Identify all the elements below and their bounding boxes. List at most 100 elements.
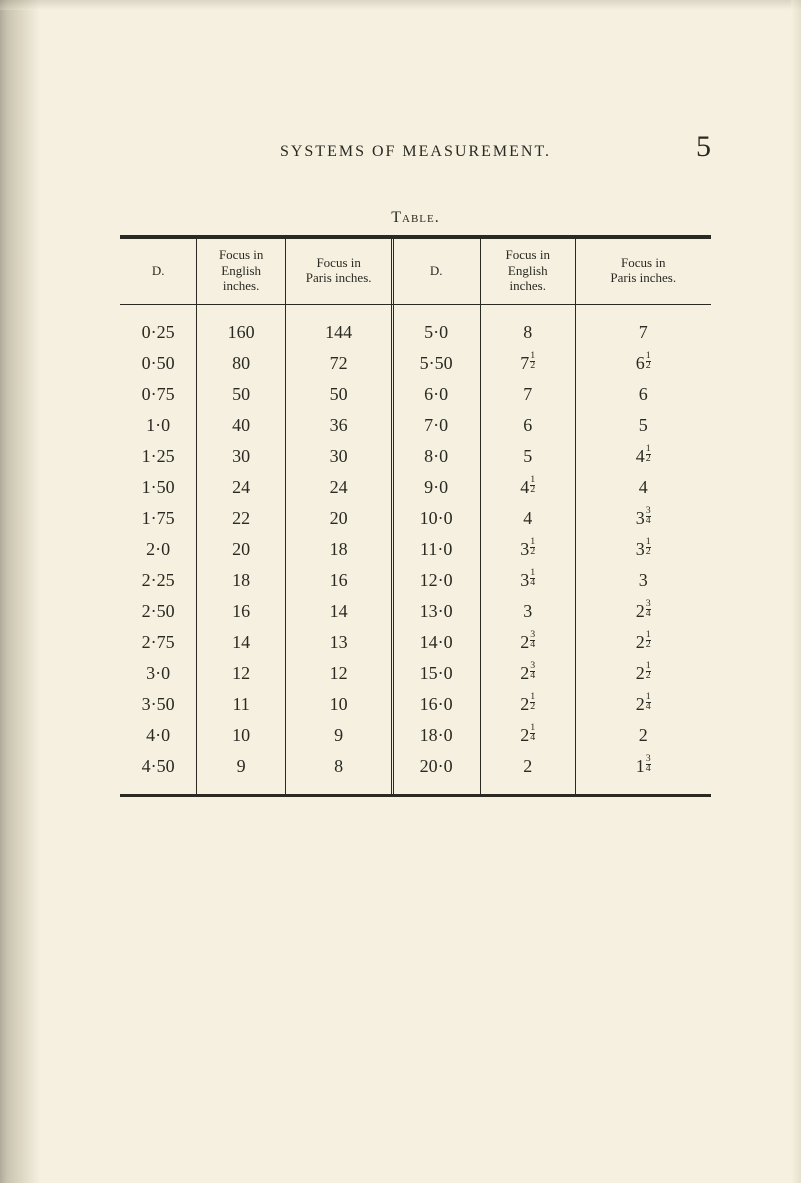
table-row: 0·7550506·076: [120, 379, 711, 410]
table-cell: 20: [285, 503, 391, 534]
table-cell: 30: [285, 441, 391, 472]
table-header-row: D. Focus inEnglishinches. Focus inParis …: [120, 239, 711, 304]
table-cell: 15·0: [392, 658, 481, 689]
table-cell: 1·50: [120, 472, 197, 503]
page-number: 5: [671, 130, 711, 164]
page-content: SYSTEMS OF MEASUREMENT. 5 Table. D. Focu…: [0, 0, 801, 797]
table-cell: 4·0: [120, 720, 197, 751]
table-cell: 4·50: [120, 751, 197, 794]
table-cell: 18: [197, 565, 286, 596]
col-header-d-right: D.: [392, 239, 481, 304]
table-row: 1·75222010·04334: [120, 503, 711, 534]
table-cell: 7: [575, 304, 711, 348]
table-cell: 2·25: [120, 565, 197, 596]
table-cell: 314: [480, 565, 575, 596]
table-cell: 7: [480, 379, 575, 410]
table-cell: 212: [480, 689, 575, 720]
table-cell: 5: [480, 441, 575, 472]
table-cell: 16: [285, 565, 391, 596]
table-cell: 18·0: [392, 720, 481, 751]
table-cell: 1·75: [120, 503, 197, 534]
table-row: 4·010918·02142: [120, 720, 711, 751]
col-header-focus-paris-left: Focus inParis inches.: [285, 239, 391, 304]
table-row: 0·251601445·087: [120, 304, 711, 348]
table-row: 0·5080725·50712612: [120, 348, 711, 379]
table-cell: 212: [575, 627, 711, 658]
table-cell: 3·50: [120, 689, 197, 720]
table-cell: 14: [197, 627, 286, 658]
table-cell: 14·0: [392, 627, 481, 658]
table-body: 0·251601445·0870·5080725·507126120·75505…: [120, 304, 711, 794]
table-cell: 8: [285, 751, 391, 794]
table-cell: 13·0: [392, 596, 481, 627]
col-header-focus-paris-right: Focus inParis inches.: [575, 239, 711, 304]
table-cell: 0·50: [120, 348, 197, 379]
table-cell: 214: [480, 720, 575, 751]
table-cell: 312: [480, 534, 575, 565]
table-cell: 16·0: [392, 689, 481, 720]
table-row: 1·040367·065: [120, 410, 711, 441]
col-header-focus-english-left: Focus inEnglishinches.: [197, 239, 286, 304]
table-cell: 8·0: [392, 441, 481, 472]
table-cell: 80: [197, 348, 286, 379]
table-caption: Table.: [120, 209, 711, 227]
table-cell: 5·50: [392, 348, 481, 379]
table-cell: 4: [480, 503, 575, 534]
col-header-d-left: D.: [120, 239, 197, 304]
table-cell: 234: [480, 658, 575, 689]
table-cell: 1·0: [120, 410, 197, 441]
table-cell: 12·0: [392, 565, 481, 596]
table-cell: 20·0: [392, 751, 481, 794]
table-cell: 6·0: [392, 379, 481, 410]
table-cell: 8: [480, 304, 575, 348]
table-row: 2·0201811·0312312: [120, 534, 711, 565]
table-cell: 10·0: [392, 503, 481, 534]
table-cell: 30: [197, 441, 286, 472]
table-cell: 4: [575, 472, 711, 503]
table-cell: 10: [197, 720, 286, 751]
table-cell: 2·75: [120, 627, 197, 658]
table-cell: 16: [197, 596, 286, 627]
table-cell: 12: [285, 658, 391, 689]
table-cell: 5·0: [392, 304, 481, 348]
table-row: 4·509820·02134: [120, 751, 711, 794]
table-cell: 312: [575, 534, 711, 565]
table-cell: 36: [285, 410, 391, 441]
table-cell: 10: [285, 689, 391, 720]
table-cell: 24: [285, 472, 391, 503]
table-cell: 18: [285, 534, 391, 565]
table-cell: 72: [285, 348, 391, 379]
table-cell: 2: [575, 720, 711, 751]
table-cell: 412: [480, 472, 575, 503]
running-head: SYSTEMS OF MEASUREMENT. 5: [120, 130, 711, 164]
table-cell: 40: [197, 410, 286, 441]
table-cell: 20: [197, 534, 286, 565]
table-row: 2·25181612·03143: [120, 565, 711, 596]
table-cell: 3: [575, 565, 711, 596]
table-cell: 22: [197, 503, 286, 534]
table-cell: 12: [197, 658, 286, 689]
table-cell: 5: [575, 410, 711, 441]
table-row: 1·2530308·05412: [120, 441, 711, 472]
col-header-focus-english-right: Focus inEnglishinches.: [480, 239, 575, 304]
table-cell: 712: [480, 348, 575, 379]
table-cell: 2·0: [120, 534, 197, 565]
table-cell: 144: [285, 304, 391, 348]
table-cell: 11·0: [392, 534, 481, 565]
table-cell: 412: [575, 441, 711, 472]
table-cell: 50: [197, 379, 286, 410]
focus-table: D. Focus inEnglishinches. Focus inParis …: [120, 239, 711, 794]
table-cell: 13: [285, 627, 391, 658]
table-cell: 134: [575, 751, 711, 794]
table-cell: 1·25: [120, 441, 197, 472]
table-cell: 14: [285, 596, 391, 627]
table-cell: 11: [197, 689, 286, 720]
table-cell: 2: [480, 751, 575, 794]
table-cell: 50: [285, 379, 391, 410]
table-cell: 3: [480, 596, 575, 627]
table-cell: 160: [197, 304, 286, 348]
table-cell: 6: [575, 379, 711, 410]
table-row: 3·50111016·0212214: [120, 689, 711, 720]
table-cell: 2·50: [120, 596, 197, 627]
table-row: 2·75141314·0234212: [120, 627, 711, 658]
